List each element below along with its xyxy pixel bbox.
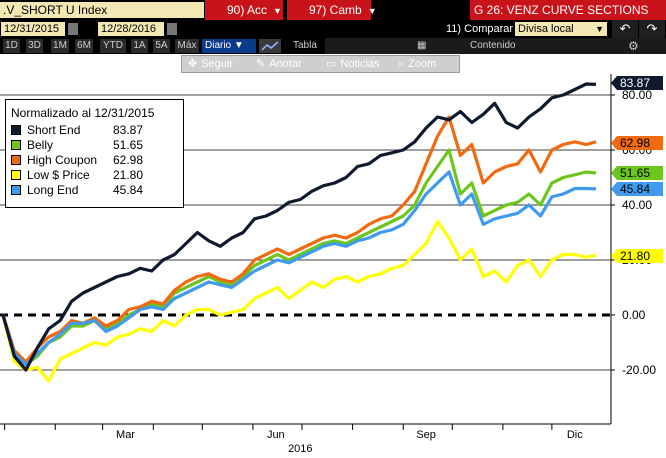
line-chart-glyph: [261, 41, 279, 51]
currency-select[interactable]: Divisa local ▼: [515, 22, 607, 36]
period-3d[interactable]: 3D: [26, 39, 43, 53]
legend-entry-name: Belly: [27, 138, 54, 152]
annotate-button[interactable]: ✎ Anotar: [256, 56, 302, 72]
end-label-short-end: 83.87: [611, 76, 663, 90]
legend-entry-name: Long End: [27, 183, 79, 197]
legend-entry-value: 21.80: [113, 168, 144, 182]
x-tick-label: Mar: [116, 429, 135, 441]
label-pointer: [611, 249, 617, 263]
period-1d[interactable]: 1D: [3, 39, 20, 53]
chart-toolbar: ✥ Seguir ✎ Anotar ▭ Noticias ⌕ Zoom: [181, 55, 460, 73]
period-bar: 1D 3D 1M 6M YTD 1A 5A Máx Diario ▼ Tabla…: [0, 38, 666, 54]
line-chart-icon[interactable]: [259, 39, 281, 53]
follow-label: Seguir: [201, 58, 234, 70]
actions-label: 90) Acc: [227, 3, 268, 17]
currency-value: Divisa local: [518, 23, 574, 35]
date-bar: 12/31/2015 12/28/2016 11) Comparar Divis…: [0, 20, 666, 38]
change-label: 97) Camb: [309, 3, 362, 17]
legend-swatch: [11, 155, 21, 165]
page-title: G 26: VENZ CURVE SECTIONS: [470, 0, 666, 20]
legend-entry-value: 45.84: [113, 183, 144, 197]
end-value: 51.65: [620, 166, 651, 180]
label-pointer: [611, 166, 617, 180]
legend-swatch: [11, 170, 21, 180]
legend-entry[interactable]: High Coupon 62.98: [11, 153, 181, 167]
actions-button[interactable]: 90) Acc ▼: [205, 0, 283, 20]
chevron-down-icon: ▼: [273, 6, 282, 16]
undo-arrow-icon[interactable]: ↶: [612, 20, 638, 38]
end-value: 62.98: [620, 136, 651, 150]
x-tick-label: Dic: [567, 429, 583, 441]
chevron-down-icon: ▼: [233, 40, 244, 51]
pencil-icon: ✎: [256, 58, 266, 70]
plus-icon: ✥: [188, 58, 198, 70]
legend-entry[interactable]: Low $ Price 21.80: [11, 168, 181, 182]
period-ytd[interactable]: YTD: [100, 39, 126, 53]
series-line-low-price: [1, 219, 597, 383]
frequency-select[interactable]: Diario ▼: [202, 39, 256, 53]
label-pointer: [611, 182, 617, 196]
chevron-down-icon: ▼: [595, 24, 604, 34]
chart-legend: Normalizado al 12/31/2015 Short End 83.8…: [5, 99, 184, 208]
period-1a[interactable]: 1A: [131, 39, 148, 53]
legend-entry[interactable]: Short End 83.87: [11, 123, 181, 137]
label-pointer: [611, 136, 617, 150]
period-1m[interactable]: 1M: [51, 39, 69, 53]
legend-entry-value: 62.98: [113, 153, 144, 167]
x-tick-label: Jun: [267, 429, 285, 441]
zoom-button[interactable]: ⌕ Zoom: [398, 56, 436, 72]
frequency-value: Diario: [205, 40, 232, 51]
end-label-low-price: 21.80: [611, 249, 663, 263]
y-tick-label: 0.00: [622, 308, 646, 322]
end-value: 45.84: [620, 182, 651, 196]
y-tick-label: -20.00: [622, 363, 656, 377]
annotate-label: Anotar: [269, 58, 302, 70]
content-button[interactable]: Contenido: [470, 40, 516, 51]
legend-entry-value: 83.87: [113, 123, 144, 137]
news-button[interactable]: ▭ Noticias: [326, 56, 380, 72]
legend-swatch: [11, 140, 21, 150]
ticker-field[interactable]: .V_SHORT U Index: [0, 2, 204, 18]
end-value: 83.87: [620, 76, 651, 90]
top-bar: .V_SHORT U Index 90) Acc ▼ 97) Camb ▼ G 26…: [0, 0, 666, 20]
start-date-field[interactable]: 12/31/2015: [1, 22, 65, 36]
legend-entry-name: High Coupon: [27, 153, 98, 167]
change-button[interactable]: 97) Camb ▼: [287, 0, 377, 20]
gear-icon[interactable]: ⚙: [628, 39, 639, 53]
legend-entry-value: 51.65: [113, 138, 144, 152]
legend-entry[interactable]: Long End 45.84: [11, 183, 181, 197]
redo-arrow-icon[interactable]: ↷: [639, 20, 665, 38]
compare-button[interactable]: 11) Comparar: [446, 23, 514, 35]
legend-title: Normalizado al 12/31/2015: [11, 106, 155, 120]
legend-entry-name: Short End: [27, 123, 81, 137]
end-date-field[interactable]: 12/28/2016: [98, 22, 164, 36]
end-value: 21.80: [620, 249, 651, 263]
y-tick-label: 80.00: [622, 88, 652, 102]
x-tick-label: Sep: [416, 429, 436, 441]
calendar-icon[interactable]: [68, 23, 78, 35]
legend-entry[interactable]: Belly 51.65: [11, 138, 181, 152]
follow-button[interactable]: ✥ Seguir: [188, 56, 233, 72]
calendar-icon[interactable]: [167, 23, 177, 35]
magnifier-icon: ⌕: [398, 58, 405, 70]
label-pointer: [611, 76, 617, 90]
legend-swatch: [11, 185, 21, 195]
chevron-down-icon: ▼: [367, 6, 377, 16]
news-label: Noticias: [340, 58, 380, 70]
period-5a[interactable]: 5A: [153, 39, 170, 53]
end-label-high-coupon: 62.98: [611, 136, 663, 150]
y-tick-label: 40.00: [622, 198, 652, 212]
end-label-belly: 51.65: [611, 166, 663, 180]
legend-swatch: [11, 125, 21, 135]
news-icon: ▭: [326, 58, 337, 70]
legend-entry-name: Low $ Price: [27, 168, 90, 182]
end-label-long-end: 45.84: [611, 182, 663, 196]
x-axis-label: 2016: [288, 443, 312, 455]
grid-icon[interactable]: ▦: [417, 40, 427, 51]
zoom-label: Zoom: [408, 58, 437, 70]
table-view-button[interactable]: Tabla: [293, 40, 317, 51]
period-6m[interactable]: 6M: [75, 39, 93, 53]
content-strip: ▦: [325, 38, 666, 54]
period-max[interactable]: Máx: [175, 39, 199, 53]
